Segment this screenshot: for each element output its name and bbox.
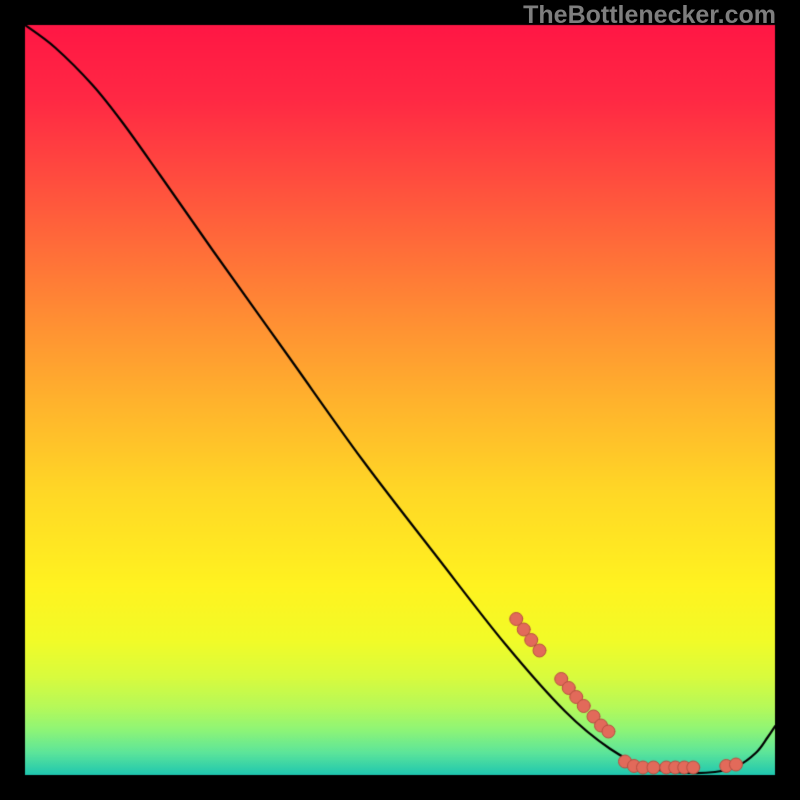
chart-root: TheBottlenecker.com — [0, 0, 800, 800]
bottleneck-chart-canvas — [0, 0, 800, 800]
watermark-label: TheBottlenecker.com — [523, 1, 776, 30]
